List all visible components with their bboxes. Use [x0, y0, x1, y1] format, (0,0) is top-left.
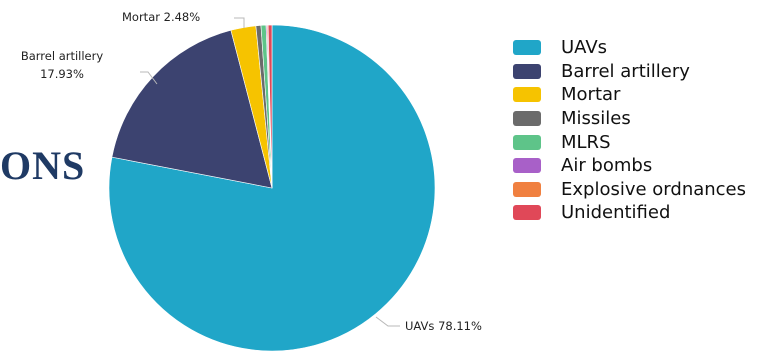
legend-swatch-barrel-artillery	[513, 63, 541, 79]
legend-swatch-unidentified	[513, 205, 541, 221]
legend: UAVs Barrel artillery Mortar Missiles MLRS Ai…	[513, 36, 746, 225]
pie-slice-barrel-artillery	[111, 29, 273, 189]
legend-item-mlrs: MLRS	[513, 130, 746, 154]
legend-item-mortar: Mortar	[513, 83, 746, 107]
slice-label-barrel-artillery-value: 17.93%	[40, 67, 84, 81]
legend-label-uavs: UAVs	[561, 37, 608, 59]
leader-line-mortar	[234, 17, 245, 28]
leader-line-barrel-artillery	[140, 71, 158, 85]
legend-item-missiles: Missiles	[513, 107, 746, 131]
legend-swatch-air-bombs	[513, 158, 541, 174]
pie-slice-unidentified	[267, 24, 273, 189]
pie-slice-uavs	[108, 24, 436, 352]
slice-label-uavs: UAVs 78.11%	[405, 319, 482, 333]
slice-label-barrel-artillery: Barrel artillery	[21, 49, 104, 63]
slice-label-mortar: Mortar 2.48%	[122, 10, 200, 24]
legend-swatch-mortar	[513, 87, 541, 103]
legend-item-uavs: UAVs	[513, 36, 746, 60]
legend-label-explosive-ordnances: Explosive ordnances	[561, 178, 747, 200]
legend-label-mlrs: MLRS	[561, 131, 611, 153]
legend-item-barrel-artillery: Barrel artillery	[513, 60, 746, 84]
legend-label-mortar: Mortar	[561, 84, 621, 106]
legend-label-missiles: Missiles	[561, 108, 631, 130]
pie-slices	[108, 24, 436, 352]
legend-label-barrel-artillery: Barrel artillery	[561, 60, 690, 82]
legend-label-air-bombs: Air bombs	[561, 155, 653, 177]
legend-item-unidentified: Unidentified	[513, 201, 746, 225]
legend-swatch-missiles	[513, 111, 541, 127]
leader-line-uavs	[375, 316, 400, 327]
legend-label-unidentified: Unidentified	[561, 202, 671, 224]
heading-fragment: ONS	[0, 143, 86, 188]
legend-swatch-explosive-ordnances	[513, 181, 541, 197]
legend-item-explosive-ordnances: Explosive ordnances	[513, 178, 746, 202]
legend-item-air-bombs: Air bombs	[513, 154, 746, 178]
legend-swatch-uavs	[513, 40, 541, 56]
legend-swatch-mlrs	[513, 134, 541, 150]
slice-labels: UAVs 78.11% Barrel artillery 17.93% Mortar …	[21, 10, 482, 333]
label-leader-lines	[140, 17, 400, 327]
